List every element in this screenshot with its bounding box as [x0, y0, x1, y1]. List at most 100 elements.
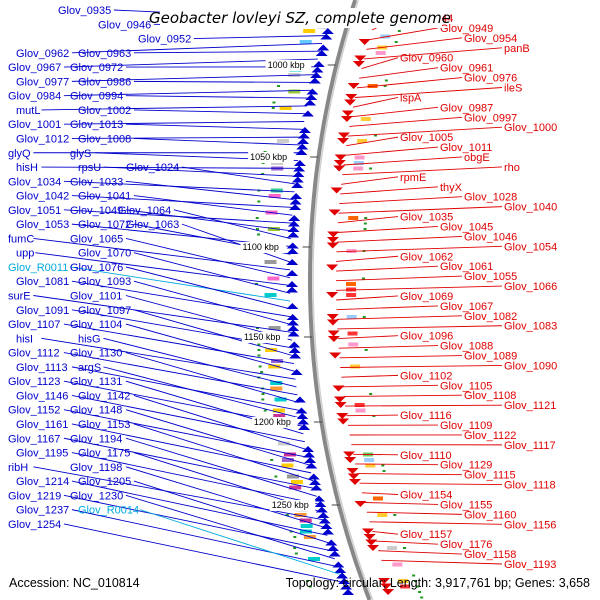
forward-gene-arrow [296, 143, 309, 150]
left-gene-label: Glov_1024 [126, 162, 179, 174]
left-label-leader-line [103, 166, 297, 177]
forward-gene-arrow [321, 28, 334, 34]
right-label-leader-line [361, 492, 399, 495]
forward-gene-arrow [288, 341, 301, 348]
left-gene-label: ribH [8, 462, 28, 474]
forward-gene-arrow [289, 198, 302, 205]
reverse-gene-arrow [330, 187, 343, 194]
forward-feature-block [286, 474, 299, 479]
right-label-leader-line [336, 295, 399, 301]
gc-skew-mark [414, 580, 418, 582]
reverse-gene-arrow [366, 545, 379, 551]
forward-feature-block [283, 452, 296, 457]
right-gene-label: Glov_1157 [400, 529, 452, 541]
left-label-leader-line [35, 252, 291, 286]
reverse-gene-arrow [344, 457, 357, 463]
right-gene-label: rho [504, 162, 520, 174]
reverse-feature-block [346, 282, 357, 286]
tick-label-backdrop [242, 332, 288, 343]
left-gene-label: Glov_R0011 [8, 262, 68, 274]
left-gene-label: Glov_1175 [78, 448, 130, 460]
left-label-leader-line [71, 480, 328, 536]
forward-feature-block [288, 89, 301, 94]
left-label-leader-line [125, 494, 335, 560]
forward-gene-arrow [302, 446, 314, 452]
left-gene-label: Glov_1214 [16, 476, 69, 488]
gc-skew-mark [256, 327, 260, 329]
reverse-gene-arrow [327, 330, 340, 337]
forward-feature-block [281, 458, 294, 462]
left-label-leader-line [63, 494, 333, 552]
left-label-leader-line [63, 523, 343, 583]
forward-feature-block [264, 293, 277, 297]
right-label-leader-line [369, 521, 503, 525]
right-gene-label: Glov_1062 [400, 251, 453, 263]
gc-skew-mark [274, 475, 278, 478]
right-label-leader-line [336, 245, 503, 253]
reverse-gene-arrow [337, 418, 350, 425]
forward-gene-arrow [295, 407, 308, 414]
gc-skew-mark [263, 409, 267, 412]
gc-skew-mark [412, 574, 416, 577]
forward-gene-arrow [288, 347, 301, 353]
right-gene-label: Glov_1088 [440, 341, 493, 353]
reverse-feature-block [353, 166, 364, 171]
left-label-leader-line [41, 105, 308, 111]
right-gene-label: Glov_1061 [440, 261, 493, 273]
left-gene-label: Glov_1063 [126, 219, 179, 231]
reverse-gene-arrow [333, 160, 346, 166]
right-gene-label: Glov_1000 [504, 122, 557, 134]
forward-gene-arrow [306, 88, 319, 95]
right-label-leader-line [372, 530, 399, 535]
gc-skew-mark [393, 514, 397, 516]
forward-gene-arrow [320, 33, 333, 40]
left-gene-label: glyQ [8, 148, 31, 160]
right-label-leader-line [375, 540, 439, 545]
reverse-gene-arrow [327, 231, 340, 238]
reverse-feature-block [354, 403, 365, 407]
reverse-gene-arrow [380, 583, 393, 590]
forward-gene-arrow [334, 567, 347, 573]
right-gene-label: Glov_0997 [464, 112, 517, 124]
forward-gene-arrow [290, 193, 303, 199]
gc-skew-mark [277, 85, 281, 87]
left-gene-label: Glov_1076 [70, 262, 123, 274]
forward-gene-arrow [286, 319, 299, 326]
left-gene-label: Glov_0952 [138, 34, 191, 46]
left-gene-label: Glov_1113 [16, 362, 68, 374]
left-label-leader-line [33, 295, 292, 333]
gc-skew-mark [372, 415, 376, 417]
left-label-leader-line [133, 109, 306, 115]
reverse-feature-block [357, 139, 368, 143]
forward-gene-arrow [287, 226, 300, 232]
right-label-leader-line [336, 315, 463, 320]
forward-feature-block [268, 364, 281, 369]
right-label-leader-line [354, 87, 503, 98]
left-label-leader-line [63, 352, 298, 396]
gc-skew-mark [257, 349, 261, 351]
gc-skew-mark [272, 101, 276, 104]
reverse-gene-arrow [382, 589, 395, 595]
right-label-leader-line [340, 365, 503, 368]
right-gene-label: Glov_1066 [504, 281, 557, 293]
right-label-leader-line [381, 559, 503, 565]
forward-gene-arrow [342, 589, 355, 595]
left-label-leader-line [133, 252, 291, 294]
gc-skew-mark [373, 134, 377, 137]
right-gene-label: Glov_0949 [440, 23, 493, 35]
forward-feature-block [264, 260, 277, 264]
reverse-gene-arrow [345, 94, 358, 100]
left-label-leader-line [181, 166, 296, 185]
reverse-gene-arrow [336, 413, 349, 419]
left-gene-label: Glov_1101 [70, 291, 122, 303]
right-gene-label: thyX [440, 182, 463, 194]
reverse-gene-arrow [341, 110, 354, 117]
forward-feature-block [290, 480, 303, 484]
reverse-feature-block [400, 584, 411, 589]
forward-gene-arrow [317, 512, 330, 518]
left-gene-label: fumC [8, 233, 34, 245]
left-gene-label: Glov_1153 [78, 419, 130, 431]
right-label-leader-line [338, 206, 503, 214]
forward-gene-arrow [321, 528, 334, 535]
left-label-leader-line [133, 195, 293, 216]
